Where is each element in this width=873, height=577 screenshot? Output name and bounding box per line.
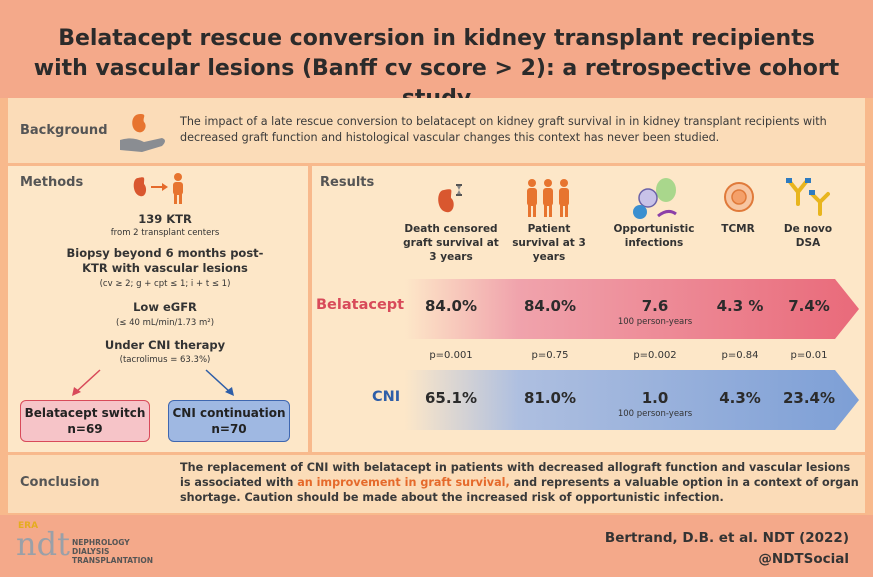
belatacept-patient-survival-value: 84.0% <box>523 297 577 315</box>
conclusion-highlight: an improvement in graft survival, <box>297 476 510 489</box>
cni-therapy-text: Under CNI therapy <box>104 338 226 352</box>
conclusion-label: Conclusion <box>20 475 100 490</box>
cni-row-label: CNI <box>372 389 401 405</box>
ndt-logo: ndt <box>16 525 70 563</box>
page-title: Belatacept rescue conversion in kidney t… <box>33 26 840 111</box>
col-head-infections: Opportunistic infections <box>613 223 695 249</box>
social-handle[interactable]: @NDTSocial <box>758 551 849 567</box>
kidney-to-person-icon <box>133 173 183 204</box>
cni-row-arrow <box>405 370 859 430</box>
p-value-dsa: p=0.01 <box>790 350 828 361</box>
belatacept-infections-value: 7.6 <box>641 297 669 315</box>
col-head-dsa: De novo DSA <box>783 223 833 249</box>
col-head-patient-survival: Patient survival at 3 years <box>512 223 586 263</box>
three-people-icon <box>527 179 569 217</box>
background-band <box>8 98 865 163</box>
logo-line-2: DIALYSIS <box>72 547 110 556</box>
cni-box-label: CNI continuation <box>172 406 286 420</box>
kidney-hourglass-icon <box>438 184 462 213</box>
ndt-logo-text: NEPHROLOGY DIALYSIS TRANSPLANTATION <box>72 538 153 565</box>
results-label: Results <box>320 175 375 190</box>
cni-tcmr-value: 4.3% <box>719 389 761 407</box>
cni-box-count: n=70 <box>211 422 247 436</box>
cni-infections-value: 1.0 <box>641 389 669 407</box>
p-value-tcmr: p=0.84 <box>721 350 759 361</box>
belatacept-box-count: n=69 <box>67 422 103 436</box>
logo-line-3: TRANSPLANTATION <box>72 556 154 565</box>
ktr-sub: from 2 transplant centers <box>110 228 220 238</box>
cni-dsa-value: 23.4% <box>782 389 836 407</box>
belatacept-tcmr-value: 4.3 % <box>716 297 764 315</box>
citation: Bertrand, D.B. et al. NDT (2022) @NDTSoc… <box>605 528 849 570</box>
belatacept-row-label: Belatacept <box>316 297 405 313</box>
belatacept-infections-unit: 100 person-years <box>617 317 693 327</box>
background-label: Background <box>20 123 108 138</box>
col-head-graft-survival: Death censored graft survival at 3 years <box>403 223 499 263</box>
conclusion-band <box>8 455 865 513</box>
belatacept-graft-survival-value: 84.0% <box>424 297 478 315</box>
cni-continuation-box: CNI continuation n=70 <box>168 400 290 442</box>
p-value-graft-survival: p=0.001 <box>429 350 473 361</box>
cell-icon <box>724 182 754 212</box>
split-arrows-icon <box>72 369 234 396</box>
cni-therapy-sub: (tacrolimus = 63.3%) <box>119 355 211 365</box>
microbes-icon <box>633 178 677 219</box>
conclusion-text-start: The replacement of CNI with belatacept i… <box>180 461 851 489</box>
p-value-patient-survival: p=0.75 <box>531 350 569 361</box>
egfr-text: Low eGFR <box>133 300 197 314</box>
footer-band <box>0 515 873 577</box>
antibodies-icon <box>786 178 830 216</box>
background-text: The impact of a late rescue conversion t… <box>180 115 827 144</box>
p-value-infections: p=0.002 <box>633 350 677 361</box>
belatacept-row-arrow <box>405 279 859 339</box>
biopsy-sub: (cv ≥ 2; g + cpt ≤ 1; i + t ≤ 1) <box>99 279 231 289</box>
methods-label: Methods <box>20 175 84 190</box>
biopsy-text: Biopsy beyond 6 months post-KTR with vas… <box>66 246 264 275</box>
egfr-sub: (≤ 40 mL/min/1.73 m²) <box>115 318 215 328</box>
logo-line-1: NEPHROLOGY <box>72 538 130 547</box>
conclusion-text: The replacement of CNI with belatacept i… <box>180 460 860 505</box>
conclusion-text-end: and represents a valuable option in a co… <box>180 476 859 504</box>
hand-kidney-icon <box>120 114 165 152</box>
belatacept-dsa-value: 7.4% <box>788 297 830 315</box>
cni-patient-survival-value: 81.0% <box>523 389 577 407</box>
cni-graft-survival-value: 65.1% <box>424 389 478 407</box>
citation-text: Bertrand, D.B. et al. NDT (2022) <box>604 530 849 546</box>
belatacept-switch-box: Belatacept switch n=69 <box>20 400 150 442</box>
ktr-count: 139 KTR <box>138 212 192 226</box>
cni-infections-unit: 100 person-years <box>617 409 693 419</box>
col-head-tcmr: TCMR <box>721 223 755 235</box>
title-band <box>0 0 873 98</box>
belatacept-box-label: Belatacept switch <box>24 406 146 420</box>
era-logo: ERA <box>18 521 39 531</box>
